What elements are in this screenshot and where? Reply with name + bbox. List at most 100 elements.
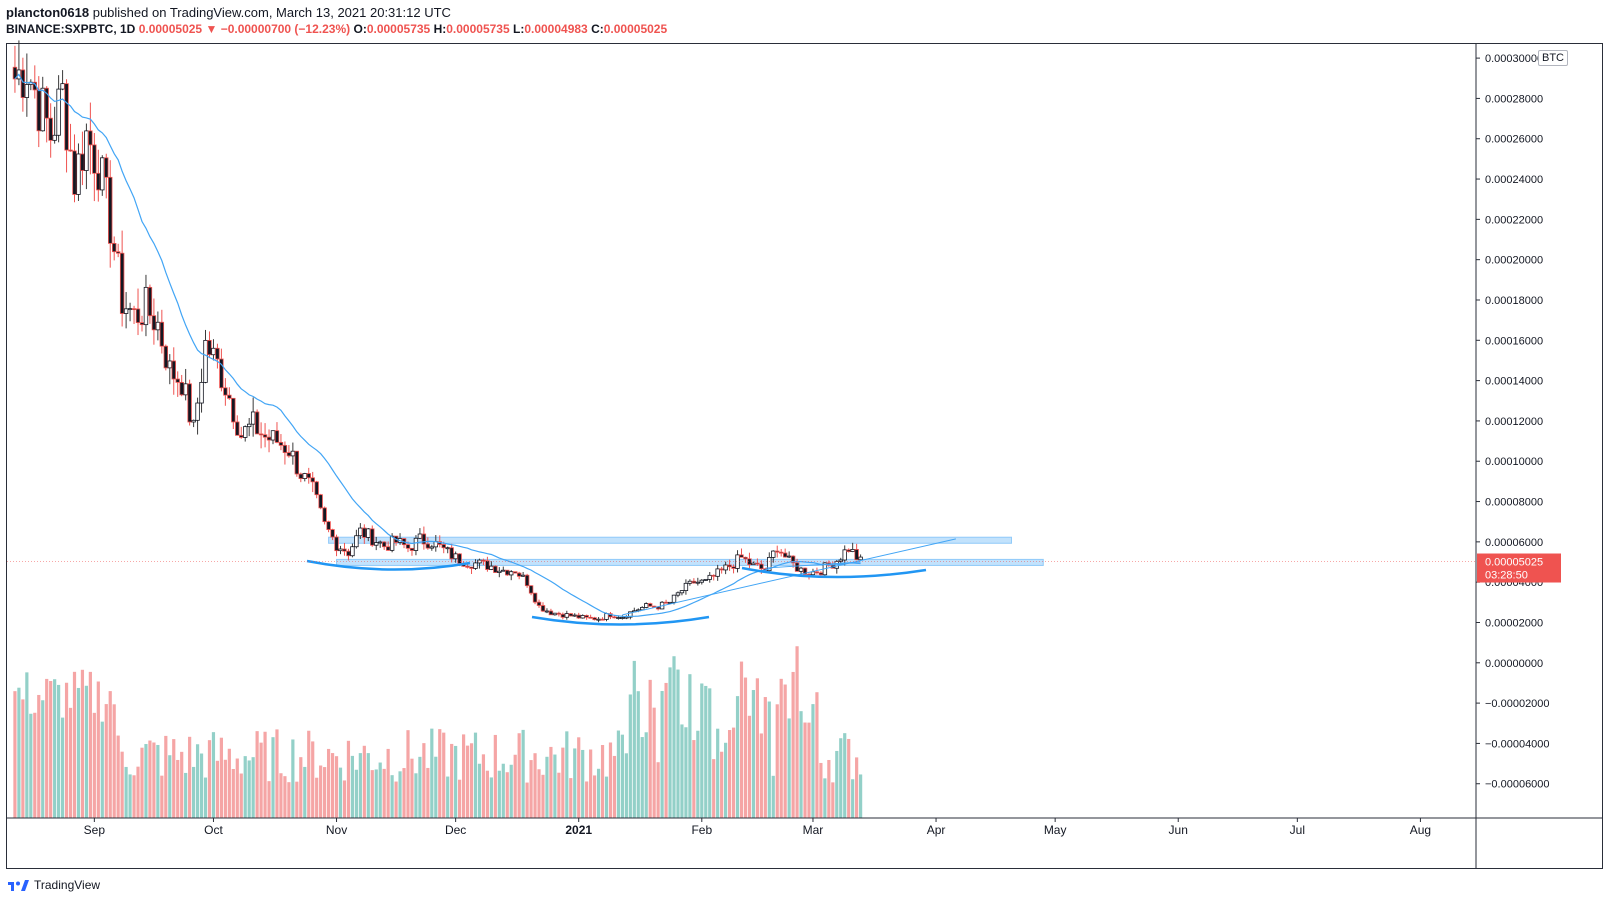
tradingview-brand[interactable]: TradingView — [8, 878, 100, 892]
rounded-bottom-arc-middle — [531, 615, 710, 626]
volume-bar — [211, 732, 216, 818]
candle-body — [580, 615, 585, 619]
chart-frame[interactable] — [6, 43, 1603, 869]
price-tick-label: 0.00014000 — [1485, 376, 1543, 388]
candle-body — [540, 605, 546, 612]
trendline — [765, 561, 861, 569]
candle-body — [497, 570, 502, 573]
candle-body — [731, 566, 736, 569]
currency-badge[interactable]: BTC — [1538, 50, 1568, 66]
volume-bar — [21, 699, 25, 818]
bar-countdown: 03:28:50 — [1485, 570, 1528, 582]
candle-body — [282, 444, 288, 453]
price-tick-label: 0.00026000 — [1485, 134, 1543, 146]
candle-body — [532, 592, 538, 603]
candle-body — [290, 450, 296, 457]
candle-body — [572, 614, 577, 617]
candle-body — [294, 450, 300, 475]
volume-bar — [775, 704, 779, 818]
volume-bar — [394, 781, 398, 818]
published-info: published on TradingView.com, March 13, … — [92, 5, 451, 20]
candle-body — [64, 83, 69, 151]
candle-body — [127, 308, 133, 311]
volume-bar — [513, 754, 517, 818]
candle-body — [111, 242, 117, 253]
volume-bar — [684, 727, 688, 818]
volume-bar — [422, 743, 426, 818]
volume-bar — [96, 681, 100, 818]
volume-bar — [152, 742, 156, 818]
volume-bar — [60, 717, 65, 818]
volume-bar — [287, 782, 291, 818]
volume-bar — [279, 773, 283, 818]
volume-bar — [374, 769, 378, 818]
author-name[interactable]: plancton0618 — [6, 5, 90, 20]
volume-bar — [263, 731, 267, 818]
volume-bar — [275, 729, 279, 818]
candle-body — [36, 89, 41, 132]
volume-bar — [164, 735, 168, 818]
candle-body — [266, 436, 272, 441]
volume-bar — [505, 772, 509, 818]
volume-bar — [533, 753, 537, 818]
volume-bar — [791, 671, 795, 818]
candle-body — [628, 611, 633, 618]
time-tick-label: Aug — [1410, 823, 1431, 837]
volume-bar — [41, 700, 45, 818]
volume-bar — [771, 775, 775, 818]
time-axis: Sep Oct Nov Dec 2021 Feb Mar Apr May Jun Jul Aug — [7, 817, 1602, 837]
candle-body — [310, 477, 315, 483]
candle-body — [600, 618, 605, 621]
volume-bar — [668, 667, 672, 818]
candle-body — [584, 615, 589, 618]
volume-bar — [136, 766, 140, 818]
price-tick-label: 0.00028000 — [1485, 93, 1543, 105]
volume-bar — [497, 770, 501, 818]
candle-body — [425, 543, 431, 549]
volume-bar — [521, 729, 525, 818]
candle-body — [786, 555, 792, 558]
candle-body — [119, 252, 125, 314]
volume-bar — [72, 671, 77, 818]
candle-body — [143, 286, 149, 326]
volume-bar — [839, 738, 843, 818]
low-value: 0.00004983 — [524, 22, 588, 36]
candle-body — [417, 533, 423, 539]
candle-body — [858, 556, 863, 561]
candle-body — [270, 430, 276, 441]
time-tick-label: May — [1044, 823, 1067, 837]
candle-body — [640, 607, 645, 611]
candle-body — [798, 567, 804, 572]
volume-bar — [410, 758, 414, 818]
volume-bar — [49, 681, 53, 818]
volume-bar — [569, 778, 573, 818]
candle-body — [409, 547, 415, 551]
volume-bar — [851, 779, 855, 818]
volume-bar — [473, 732, 478, 818]
candle-body — [250, 411, 256, 425]
candle-body — [703, 578, 708, 581]
volume-bar — [465, 745, 470, 818]
price-tick-label: 0.00020000 — [1485, 255, 1543, 267]
volume-bar — [354, 769, 358, 818]
candle-body — [814, 571, 820, 574]
volume-bar — [68, 707, 73, 818]
time-tick-label: Dec — [445, 823, 466, 837]
candle-body — [723, 564, 728, 571]
candle-body — [342, 548, 347, 552]
volume-bar — [398, 771, 402, 818]
candle-body — [96, 172, 101, 191]
candle-body — [191, 419, 196, 423]
volume-bar — [128, 774, 132, 818]
volume-bar — [120, 751, 124, 818]
low-label: L: — [513, 22, 525, 36]
candle-body — [211, 347, 216, 356]
volume-bar — [144, 744, 148, 818]
candle-body — [528, 585, 534, 594]
candle-body — [381, 541, 387, 548]
candle-body — [286, 452, 292, 457]
volume-bar — [366, 753, 370, 818]
candle-body — [620, 617, 625, 619]
